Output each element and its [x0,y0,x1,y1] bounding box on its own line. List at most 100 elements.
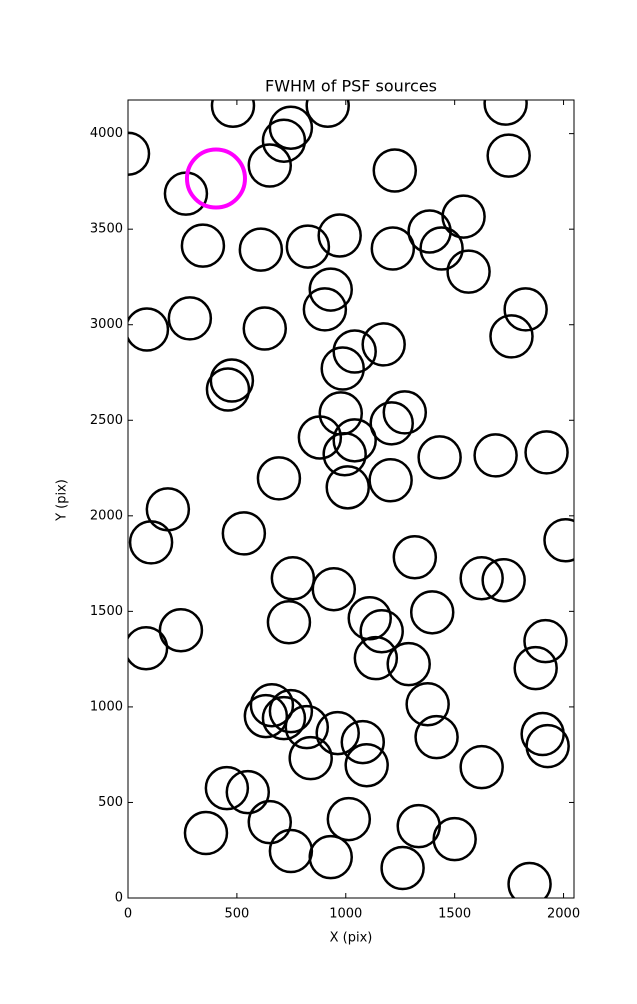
y-tick-label: 2500 [90,413,123,428]
psf-source [372,148,418,193]
psf-source [369,401,414,446]
y-tick-label: 0 [115,891,123,906]
psf-source [359,608,404,654]
psf-source [268,688,314,734]
psf-source [380,845,425,891]
psf-source [441,194,486,239]
psf-source [268,105,314,150]
x-tick-label: 1500 [438,907,471,922]
psf-source [414,714,459,760]
psf-source [392,535,438,580]
psf-source [507,861,552,898]
psf-source [288,735,333,781]
psf-source [308,267,353,312]
y-tick-label: 3000 [90,317,123,332]
psf-source [205,367,251,412]
psf-source [459,744,504,790]
psf-source [419,226,464,271]
psf-source [446,249,491,294]
psf-source [158,608,204,653]
psf-source [340,719,386,765]
psf-source [322,432,367,477]
psf-source [128,307,170,352]
psf-source [209,358,255,403]
psf-source [473,433,518,478]
psf-source [297,415,343,460]
psf-source [353,635,399,681]
psf-source [128,520,174,565]
psf-source [326,796,372,842]
x-tick-label: 500 [224,907,249,922]
psf-source [405,681,450,727]
psf-source [318,391,364,436]
psf-source [183,810,229,856]
psf-source [486,133,531,178]
psf-source [386,641,431,687]
psf-source [523,618,568,664]
highlighted-source [184,147,247,210]
psf-source [285,224,331,269]
psf-source [247,799,293,845]
psf-source [325,465,370,510]
psf-source [311,566,357,612]
psf-source [266,600,312,645]
psf-source [320,346,365,391]
y-tick-label: 2000 [90,508,123,523]
y-tick-label: 3500 [90,222,123,237]
psf-source [305,100,350,128]
psf-source [317,213,362,258]
psf-source [128,625,169,671]
y-axis-label: Y (pix) [55,479,70,522]
psf-source [417,435,462,480]
psf-source [128,131,151,176]
psf-source [525,723,570,769]
x-tick-label: 0 [124,907,132,922]
psf-source [204,765,250,811]
psf-source [368,458,413,503]
psf-source [370,226,416,271]
x-tick-label: 1000 [329,907,362,922]
psf-source [543,518,574,563]
psf-source [361,322,406,367]
psf-source [238,227,284,272]
psf-source [489,314,534,359]
psf-source [249,682,295,728]
psf-source [221,511,267,556]
psf-source [225,769,271,815]
plot-frame [127,99,575,899]
x-axis-label: X (pix) [330,931,373,946]
psf-source [409,590,455,635]
psf-source [210,100,256,128]
psf-source [261,118,307,163]
psf-source [524,430,569,475]
psf-source [483,100,528,126]
psf-source [261,695,307,741]
psf-source [243,693,289,739]
psf-source [256,456,302,501]
y-tick-label: 1000 [90,699,123,714]
psf-source [268,828,314,874]
psf-source [481,557,526,603]
psf-source [382,390,428,435]
psf-source [247,143,293,188]
psf-source [459,556,504,601]
psf-source [332,418,377,463]
y-tick-label: 4000 [90,126,123,141]
psf-source [332,329,377,374]
psf-source [242,306,288,351]
psf-source [432,816,477,862]
psf-source [513,645,558,691]
psf-source [302,287,348,332]
chart-title: FWHM of PSF sources [265,77,437,96]
psf-source [308,834,353,880]
psf-source [315,710,360,756]
psf-source [503,287,548,332]
psf-source [284,704,330,750]
psf-source [145,487,191,532]
psf-source [347,595,392,641]
psf-source [344,742,389,788]
psf-source [180,223,226,268]
psf-source [167,296,213,341]
